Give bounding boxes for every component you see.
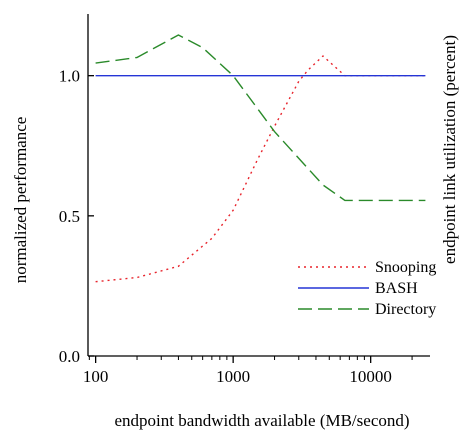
- x-tick-label: 10000: [349, 367, 392, 386]
- plot-axes: [87, 14, 430, 357]
- y-tick-label: 1.0: [59, 67, 80, 86]
- series-lines: [95, 34, 426, 283]
- x-tick-label: 100: [83, 367, 109, 386]
- series-line-snooping: [95, 55, 426, 283]
- x-axis-title: endpoint bandwidth available (MB/second): [114, 411, 409, 430]
- x-tick-label: 1000: [216, 367, 250, 386]
- series-line-directory: [95, 34, 426, 202]
- tick-labels: 0.0 0.5 1.0 100 1000 10000: [59, 67, 392, 386]
- legend-label-directory: Directory: [375, 301, 436, 318]
- y-tick-label: 0.0: [59, 347, 80, 366]
- secondary-y-axis-title: endpoint link utilization (percent): [440, 35, 459, 264]
- legend-label-bash: BASH: [375, 280, 418, 297]
- y-tick-label: 0.5: [59, 207, 80, 226]
- legend-label-snooping: Snooping: [375, 259, 436, 276]
- legend: Snooping BASH Directory: [298, 259, 436, 318]
- tick-marks: [88, 75, 413, 363]
- y-axis-title: normalized performance: [11, 117, 30, 284]
